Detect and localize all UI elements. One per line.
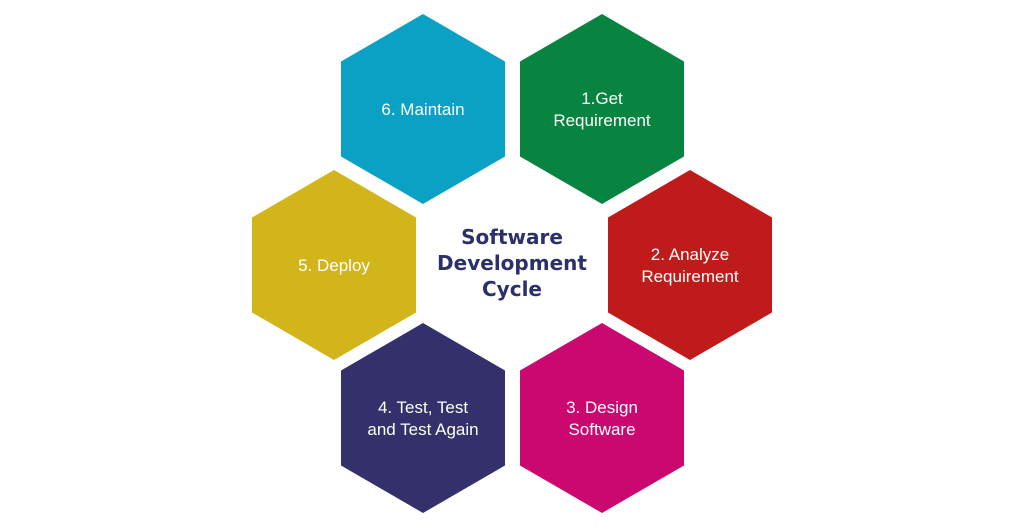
center-title-line-3: Cycle: [482, 277, 542, 301]
hexagon-label-design-software-line-1: 3. Design: [566, 398, 638, 417]
hexagon-analyze-requirement: 2. Analyze Requirement: [608, 170, 772, 360]
hexagon-label-design-software-line-2: Software: [568, 420, 635, 439]
center-title-group: Software Development Cycle: [437, 225, 587, 301]
center-title-line-1: Software: [461, 225, 563, 249]
hexagon-design-software: 3. Design Software: [520, 323, 684, 513]
hexagon-shape-test: [341, 323, 505, 513]
hexagon-label-analyze-requirement-line-2: Requirement: [641, 267, 739, 286]
hexagon-label-test-line-2: and Test Again: [367, 420, 478, 439]
hexagon-deploy: 5. Deploy: [252, 170, 416, 360]
hexagon-label-deploy-line-1: 5. Deploy: [298, 256, 370, 275]
hexagon-shape-analyze-requirement: [608, 170, 772, 360]
hexagon-label-analyze-requirement-line-1: 2. Analyze: [651, 245, 729, 264]
hexagon-label-maintain-line-1: 6. Maintain: [381, 100, 464, 119]
hexagon-label-test-line-1: 4. Test, Test: [378, 398, 468, 417]
hexagon-shape-design-software: [520, 323, 684, 513]
hexagon-shape-deploy: [252, 170, 416, 360]
hexagon-maintain: 6. Maintain: [341, 14, 505, 204]
hexagon-shape-get-requirement: [520, 14, 684, 204]
hexagon-label-get-requirement-line-1: 1.Get: [581, 89, 623, 108]
hexagon-group: 6. Maintain 1.Get Requirement 5. Deploy 2. A…: [252, 14, 772, 513]
hexagon-get-requirement: 1.Get Requirement: [520, 14, 684, 204]
hexagon-label-get-requirement-line-2: Requirement: [553, 111, 651, 130]
hexagon-shape-maintain: [341, 14, 505, 204]
center-title-line-2: Development: [437, 251, 587, 275]
hexagon-test: 4. Test, Test and Test Again: [341, 323, 505, 513]
